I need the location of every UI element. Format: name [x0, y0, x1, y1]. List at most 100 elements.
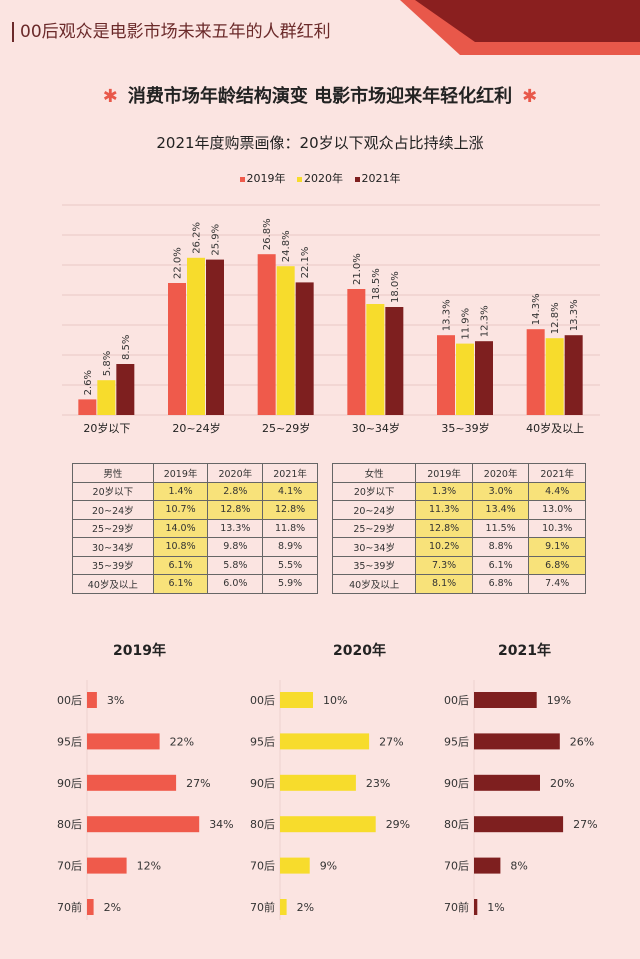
bar-value-label: 20%	[550, 777, 574, 790]
table-row: 20~24岁 10.7% 12.8% 12.8%	[72, 500, 318, 520]
bar-value-label: 13.3%	[442, 299, 453, 331]
x-tick-label: 25~29岁	[262, 421, 310, 435]
table-row: 25~29岁 14.0% 13.3% 11.8%	[72, 518, 318, 538]
bar	[437, 335, 455, 415]
bar	[280, 816, 376, 833]
bar	[87, 857, 127, 874]
table-cell: 10.7%	[152, 500, 209, 520]
table-cell: 9.8%	[207, 537, 264, 557]
female-table: 女性 2019年 2020年 2021年 20岁以下 1.3% 3.0% 4.4% 20~24岁…	[331, 463, 586, 594]
table-row: 20岁以下 1.4% 2.8% 4.1%	[72, 481, 318, 501]
table-cell: 7.4%	[528, 574, 586, 594]
table-cell: 12.8%	[415, 518, 473, 538]
legend-item-2021: 2021年	[354, 172, 401, 185]
column-header: 2020年	[471, 463, 530, 483]
category-label: 80后	[444, 818, 469, 831]
age-bar-chart: 2.6% 5.8% 8.5% 20岁以下 22.0% 26.2% 25.9% 20~24岁 26…	[62, 204, 600, 435]
table-row: 40岁及以上 6.1% 6.0% 5.9%	[72, 574, 318, 594]
bar	[116, 364, 135, 415]
category-label: 70前	[444, 900, 469, 914]
table-cell: 11.5%	[471, 518, 530, 538]
category-label: 90后	[57, 777, 82, 790]
bar-value-label: 12.3%	[480, 305, 491, 337]
bar-value-label: 19%	[547, 694, 571, 707]
table-cell: 9.1%	[528, 537, 586, 557]
bar	[206, 259, 224, 415]
subtitle: ✱ 消费市场年龄结构演变 电影市场迎来年轻化红利 ✱	[0, 82, 640, 108]
bar-value-label: 22.0%	[173, 247, 184, 279]
bar	[78, 399, 97, 415]
bar	[280, 692, 313, 708]
chart-legend: 2019年 2020年 2021年	[0, 170, 640, 186]
generation-bar-charts: 00后 3% 95后 22% 90后 27% 80后 34% 70后 12% 70前 2% 00后 10%…	[57, 680, 598, 920]
bar	[280, 857, 310, 874]
bar	[474, 816, 564, 833]
table-row: 35~39岁 7.3% 6.1% 6.8%	[331, 555, 586, 575]
bar-value-label: 26.8%	[262, 218, 273, 250]
table-cell: 11.3%	[415, 500, 473, 520]
table-cell: 4.1%	[262, 481, 318, 501]
legend-item-2020: 2020年	[297, 172, 343, 185]
row-label: 30~34岁	[331, 537, 417, 557]
bar	[168, 283, 186, 415]
bar	[87, 816, 200, 833]
table-cell: 5.5%	[262, 555, 318, 575]
category-label: 70后	[57, 860, 82, 873]
bar-value-label: 12%	[137, 860, 161, 873]
table-cell: 10.3%	[528, 518, 586, 538]
bar-value-label: 14.3%	[531, 293, 542, 325]
table-cell: 6.1%	[152, 555, 209, 575]
asterisk-icon: ✱	[522, 86, 538, 107]
x-tick-label: 35~39岁	[441, 421, 489, 435]
table-header-row: 男性 2019年 2020年 2021年	[72, 463, 318, 483]
table-cell: 1.3%	[415, 481, 473, 501]
bar-value-label: 11.9%	[461, 308, 472, 340]
table-cell: 3.0%	[471, 481, 530, 501]
table-cell: 8.9%	[262, 537, 318, 557]
bar	[474, 733, 560, 750]
bar-value-label: 25.9%	[211, 224, 222, 256]
bar-value-label: 21.0%	[352, 253, 363, 285]
table-row: 40岁及以上 8.1% 6.8% 7.4%	[331, 574, 586, 594]
bar	[187, 257, 205, 415]
table-row: 25~29岁 12.8% 11.5% 10.3%	[331, 518, 586, 538]
bar	[474, 692, 537, 708]
bar-value-label: 27%	[573, 818, 597, 831]
table-row: 20岁以下 1.3% 3.0% 4.4%	[331, 481, 586, 501]
table-cell: 13.0%	[528, 500, 586, 520]
bar-value-label: 27%	[186, 777, 210, 790]
category-label: 90后	[444, 777, 469, 790]
row-label: 40岁及以上	[331, 574, 417, 594]
table-cell: 2.8%	[207, 481, 264, 501]
legend-item-2019: 2019年	[239, 172, 286, 185]
table-row: 30~34岁 10.2% 8.8% 9.1%	[331, 537, 586, 557]
bar-value-label: 18.0%	[390, 271, 401, 303]
table-cell: 6.0%	[207, 574, 264, 594]
category-label: 70后	[250, 860, 275, 873]
table-cell: 8.1%	[415, 574, 473, 594]
table-row: 20~24岁 11.3% 13.4% 13.0%	[331, 500, 586, 520]
section-header: 00后观众是电影市场未来五年的人群红利	[12, 22, 331, 42]
bar	[295, 282, 314, 415]
row-label: 30~34岁	[72, 537, 154, 557]
table-cell: 7.3%	[415, 555, 473, 575]
column-header: 2021年	[528, 463, 586, 483]
category-label: 95后	[444, 735, 469, 748]
panel-title-2021: 2021年	[498, 643, 551, 659]
row-label: 35~39岁	[331, 555, 417, 575]
header-decoration	[400, 0, 640, 55]
bar-value-label: 22%	[170, 735, 194, 748]
bar	[366, 304, 385, 415]
table-cell: 13.4%	[471, 500, 530, 520]
table-cell: 13.3%	[207, 518, 264, 538]
bar	[280, 899, 287, 915]
bar-value-label: 2%	[297, 901, 314, 914]
table-cell: 14.0%	[152, 518, 209, 538]
table-cell: 6.8%	[528, 555, 586, 575]
bar	[347, 289, 366, 415]
category-label: 70前	[250, 900, 275, 914]
bar-value-label: 10%	[323, 694, 347, 707]
bar-value-label: 12.8%	[550, 302, 561, 334]
x-tick-label: 30~34岁	[352, 421, 400, 435]
column-header: 女性	[331, 463, 417, 483]
